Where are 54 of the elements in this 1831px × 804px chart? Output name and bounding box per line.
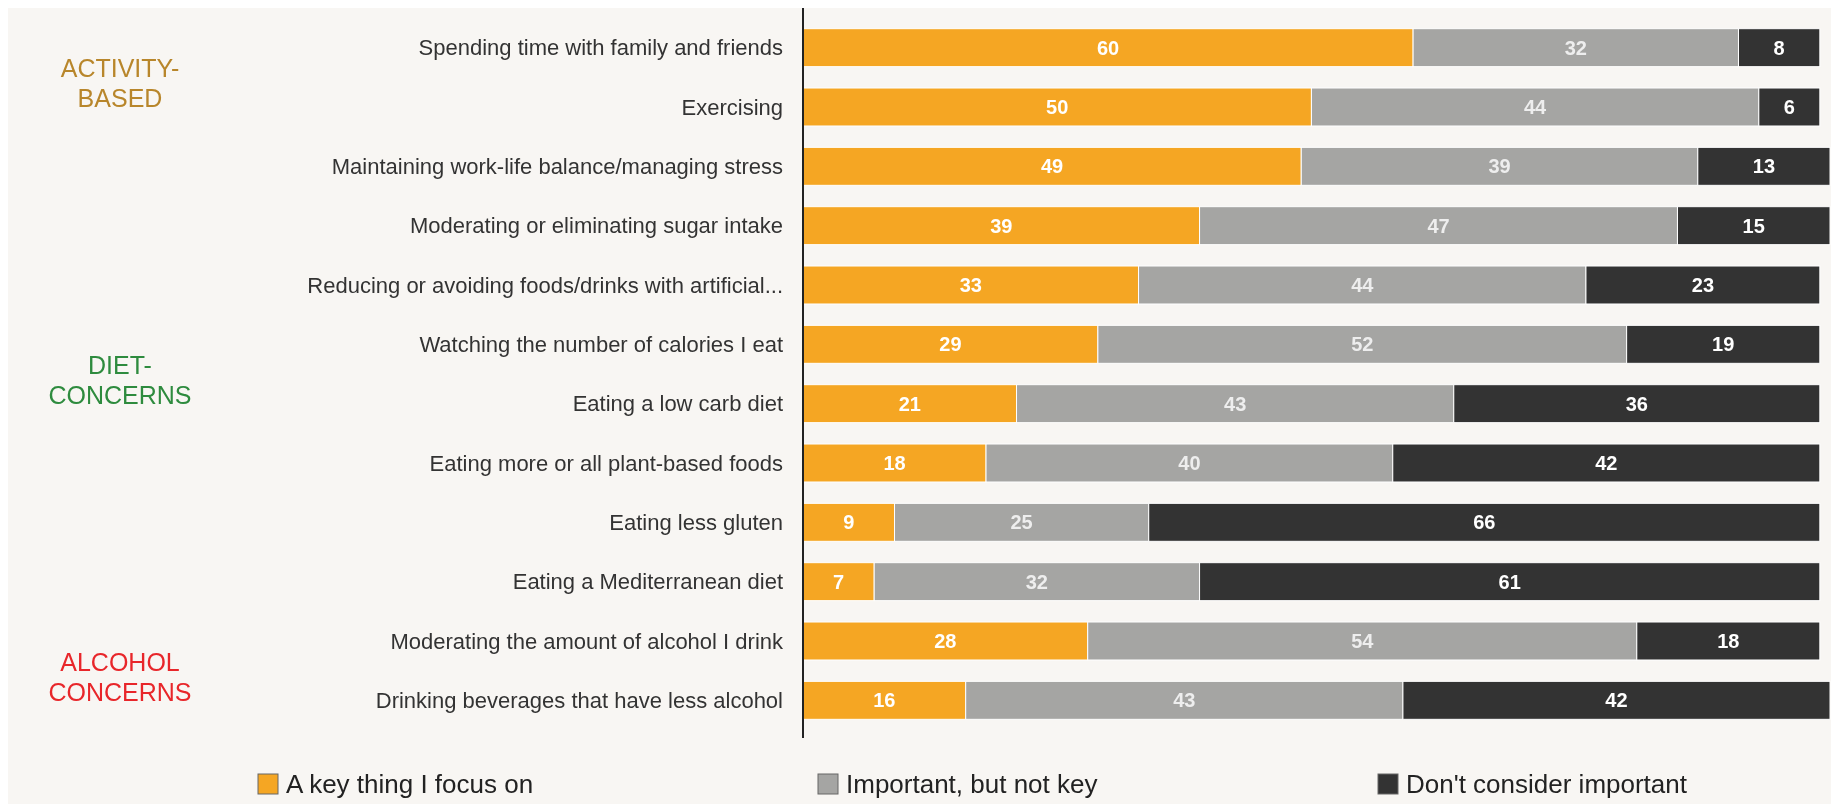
data-label: 19	[1712, 333, 1735, 356]
data-label: 29	[939, 333, 962, 356]
data-label: 32	[1025, 570, 1048, 593]
data-label: 33	[959, 274, 982, 296]
y-tick-label: Eating less gluten	[609, 510, 783, 536]
text: ALCOHOL CONCERNS	[48, 647, 192, 706]
data-label: 21	[898, 392, 921, 415]
data-label: 50	[1046, 96, 1069, 118]
data-label: 39	[1488, 155, 1511, 178]
data-label: 52	[1351, 333, 1374, 356]
data-label: 44	[1523, 96, 1548, 118]
data-label: 49	[1041, 155, 1064, 178]
data-label: 39	[990, 214, 1013, 237]
y-tick-label: Eating a low carb diet	[572, 391, 783, 417]
y-tick-label: Drinking beverages that have less alcohol	[375, 688, 783, 714]
data-label: 16	[873, 689, 896, 712]
data-label: 15	[1742, 214, 1765, 237]
y-tick-label: Exercising	[681, 94, 783, 120]
y-tick-label: Eating more or all plant-based foods	[429, 450, 783, 476]
data-label: 25	[1010, 511, 1033, 534]
data-label: 13	[1752, 155, 1776, 178]
data-label: 7	[833, 570, 845, 593]
data-label: 6	[1783, 96, 1795, 118]
data-label: 18	[883, 452, 906, 474]
y-tick-label: Reducing or avoiding foods/drinks with artificial...	[307, 272, 783, 298]
y-tick-label: Maintaining work-life balance/managing stress	[331, 154, 783, 180]
legend-label: Don't consider important	[1406, 769, 1688, 800]
data-label: 43	[1224, 392, 1247, 415]
legend-label: A key thing I focus on	[286, 769, 534, 800]
data-label: 61	[1498, 570, 1521, 593]
y-tick-label: Spending time with family and friends	[418, 35, 783, 61]
data-label: 23	[1691, 274, 1715, 296]
data-label: 42	[1595, 452, 1618, 474]
data-label: 47	[1427, 214, 1450, 237]
data-label: 54	[1351, 630, 1375, 652]
y-tick-label: Moderating the amount of alcohol I drink	[390, 628, 784, 654]
data-label: 60	[1096, 36, 1120, 59]
text: DIET- CONCERNS	[48, 350, 192, 409]
text: ACTIVITY- BASED	[60, 54, 180, 113]
data-label: 18	[1717, 630, 1740, 652]
data-label: 36	[1625, 392, 1648, 415]
data-label: 28	[934, 630, 957, 652]
y-tick-label: Watching the number of calories I eat	[419, 332, 783, 358]
data-label: 9	[843, 511, 855, 534]
y-tick-label: Moderating or eliminating sugar intake	[410, 213, 783, 239]
data-label: 43	[1173, 689, 1196, 712]
y-tick-label: Eating a Mediterranean diet	[512, 569, 783, 595]
data-label: 66	[1473, 511, 1496, 534]
data-label: 32	[1564, 36, 1587, 59]
legend-label: Important, but not key	[846, 769, 1098, 800]
data-label: 44	[1351, 274, 1375, 296]
data-label: 42	[1605, 689, 1628, 712]
data-label: 8	[1773, 36, 1785, 59]
data-label: 40	[1178, 452, 1201, 474]
